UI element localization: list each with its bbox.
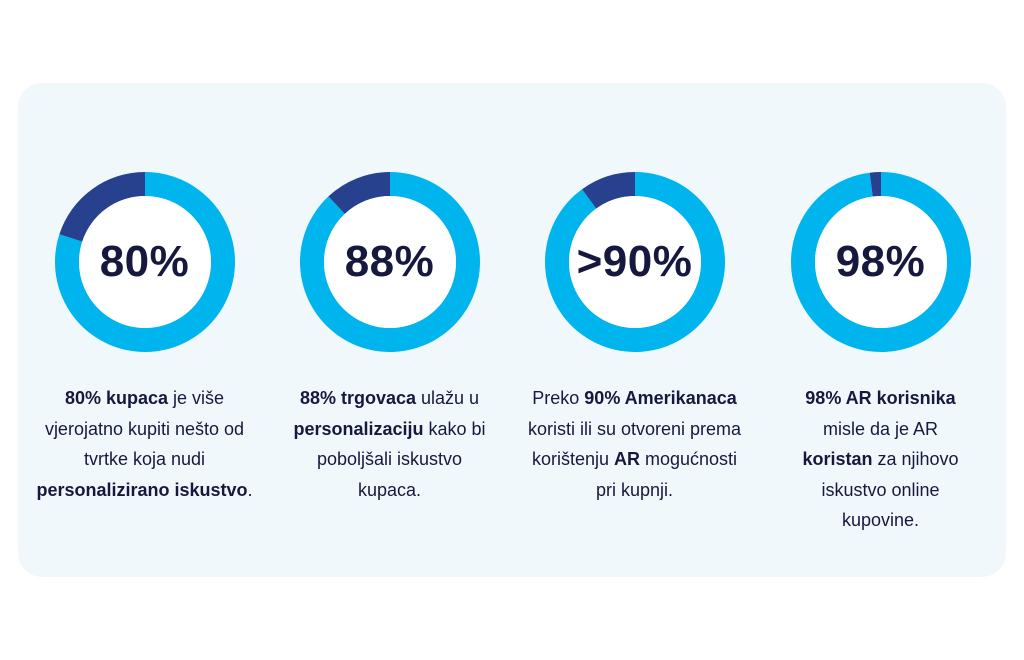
body-text: .: [247, 479, 253, 500]
donut-value-2: 88%: [344, 237, 435, 286]
donut-3-hole: [568, 196, 701, 328]
body-text: misle da je AR: [822, 418, 939, 439]
body-text: Preko: [532, 388, 585, 408]
body-text: ulažu u: [416, 388, 480, 408]
stat-card-2: 88% 88% trgovaca ulažu u personalizaciju…: [267, 171, 512, 505]
donut-value-1: 80%: [99, 237, 190, 286]
donut-chart-3: [544, 172, 725, 352]
donut-2-remainder-segment: [327, 172, 390, 214]
body-text: kako bi poboljšali iskustvo kupaca.: [316, 418, 486, 500]
donut-1-remainder-segment: [58, 172, 145, 242]
stat-description-2: 88% trgovaca ulažu u personalizaciju kak…: [267, 383, 512, 505]
donut-2-hole: [323, 196, 456, 328]
donut-1-hole: [78, 196, 211, 328]
body-text: koristi ili su otvoreni prema korištenju: [527, 418, 742, 470]
donut-chart-4: [790, 172, 971, 352]
highlight-text: personalizirano iskustvo: [36, 479, 248, 500]
stat-description-4: 98% AR korisnika misle da je AR koristan…: [758, 383, 1003, 536]
donut-4-remainder-segment: [869, 172, 881, 197]
donut-value-4: 98%: [835, 237, 926, 286]
stat-card-3: >90% Preko 90% Amerikanaca koristi ili s…: [512, 171, 757, 505]
stat-card-4: 98% 98% AR korisnika misle da je AR kori…: [758, 171, 1003, 536]
highlight-text: 80% kupaca: [64, 388, 169, 408]
highlight-text: koristan: [802, 449, 873, 469]
highlight-text: AR: [613, 449, 640, 469]
stat-description-3: Preko 90% Amerikanaca koristi ili su otv…: [512, 383, 757, 505]
body-text: mogućnosti pri kupnji.: [595, 449, 738, 500]
donut-4-hole: [814, 196, 947, 328]
highlight-text: personalizaciju: [293, 418, 424, 439]
donut-3-remainder-segment: [581, 172, 635, 209]
highlight-text: 98% AR korisnika: [805, 388, 956, 408]
body-text: je više vjerojatno kupiti nešto od tvrtk…: [44, 388, 245, 469]
highlight-text: 88% trgovaca: [299, 388, 416, 408]
body-text: za njihovo iskustvo online kupovine.: [821, 449, 959, 530]
stat-card-1: 80% 80% kupaca je više vjerojatno kupiti…: [22, 171, 267, 505]
donut-chart-2: [299, 172, 480, 352]
highlight-text: 90% Amerikanaca: [584, 388, 737, 408]
donut-value-3: >90%: [576, 237, 693, 286]
donut-chart-1: [54, 172, 235, 352]
stat-description-1: 80% kupaca je više vjerojatno kupiti neš…: [22, 383, 267, 505]
